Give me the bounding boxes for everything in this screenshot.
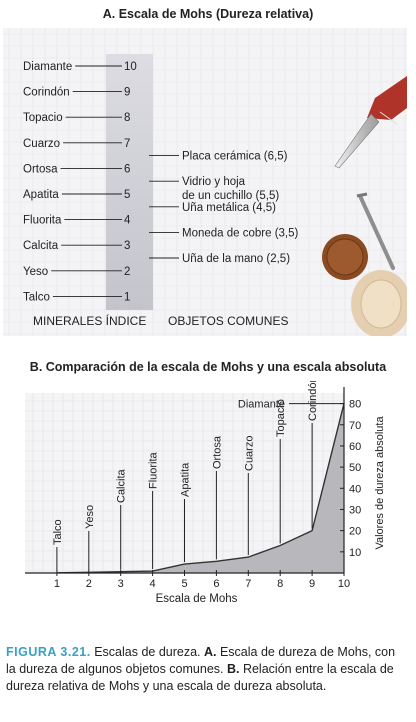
mohs-value-label: 8	[124, 112, 130, 124]
mineral-label: Yeso	[23, 266, 48, 278]
mohs-value-label: 10	[124, 61, 137, 73]
common-object-label-line2: de un cuchillo (5,5)	[182, 190, 279, 202]
mineral-label: Apatita	[23, 189, 59, 201]
y-tick-label: 50	[349, 462, 361, 474]
y-tick-label: 30	[349, 504, 361, 516]
caption-a-marker: A.	[204, 645, 217, 659]
mohs-value-label: 5	[124, 189, 130, 201]
y-tick-label: 40	[349, 483, 361, 495]
mohs-value-label: 9	[124, 87, 130, 99]
hardness-line	[56, 403, 345, 574]
x-tick-label: 10	[338, 578, 350, 590]
y-tick-label: 10	[349, 547, 361, 559]
mohs-value-label: 2	[124, 266, 130, 278]
mohs-value-label: 1	[124, 291, 130, 303]
mineral-label: Calcita	[23, 240, 59, 252]
mineral-label: Cuarzo	[23, 138, 60, 150]
copper-coin-illustration	[322, 234, 368, 280]
common-object-label: Vidrio y hoja	[182, 176, 246, 188]
x-tick-label: 8	[277, 578, 283, 590]
x-axis-label: Escala de Mohs	[156, 593, 238, 605]
mineral-label: Ortosa	[23, 163, 58, 175]
x-tick-label: 5	[181, 578, 187, 590]
common-object-label: Uña de la mano (2,5)	[182, 253, 290, 265]
x-tick-label: 4	[150, 578, 156, 590]
caption-b-marker: B.	[226, 662, 240, 676]
mohs-scale-panel: Diamante 10 Corindón 9 Topacio 8 Cuarzo 7 Ortosa…	[3, 28, 411, 338]
mineral-chart-label: Apatita	[180, 462, 192, 497]
y-tick-label: 20	[349, 526, 361, 538]
figure-caption: FIGURA 3.21. Escalas de dureza. A. Escal…	[6, 644, 406, 695]
hardness-comparison-chart: 1 2 3 4 5 6 7 8 9 10 Escala de Mohs 10 20 30 40 50 60 70 8…	[25, 376, 386, 605]
mineral-label: Corindón	[23, 87, 70, 99]
mineral-chart-label: Calcita	[116, 468, 128, 503]
mineral-label: Talco	[23, 291, 50, 303]
mineral-label: Fluorita	[23, 215, 62, 227]
pocket-knife-illustration	[334, 76, 407, 169]
y-tick-label: 70	[349, 420, 361, 432]
scale-column	[106, 54, 153, 310]
x-tick-label: 7	[245, 578, 251, 590]
mineral-label: Diamante	[23, 61, 72, 73]
panel-a-title: A. Escala de Mohs (Dureza relativa)	[102, 7, 314, 21]
mineral-chart-label: Diamante	[238, 399, 285, 411]
mineral-chart-label: Fluorita	[148, 451, 160, 489]
minerals-footer-label: MINERALES ÍNDICE	[33, 314, 147, 328]
x-tick-label: 3	[118, 578, 124, 590]
mohs-value-label: 7	[124, 138, 130, 150]
objects-footer-label: OBJETOS COMUNES	[168, 314, 289, 328]
mineral-chart-label: Talco	[52, 519, 64, 545]
caption-text-1: Escalas de dureza.	[90, 645, 204, 659]
mineral-label: Topacio	[23, 112, 63, 124]
x-tick-label: 9	[309, 578, 315, 590]
mineral-chart-label: Ortosa	[211, 435, 223, 469]
caption-text-2: Escala de dureza de Mohs, con la dureza …	[6, 645, 396, 676]
mineral-chart-label: Cuarzo	[243, 436, 255, 471]
x-tick-label: 6	[213, 578, 219, 590]
common-object-label: Moneda de cobre (3,5)	[182, 227, 299, 239]
mineral-chart-label: Topacio	[275, 399, 287, 437]
mohs-value-label: 6	[124, 163, 130, 175]
y-tick-label: 80	[349, 399, 361, 411]
panel-b-title: B. Comparación de la escala de Mohs y un…	[29, 360, 387, 374]
mohs-scale-figure: Diamante 10 Corindón 9 Topacio 8 Cuarzo 7 Ortosa…	[3, 28, 411, 338]
metal-nail-illustration	[356, 192, 395, 270]
common-object-label: Placa cerámica (6,5)	[182, 151, 288, 163]
hardness-area	[56, 403, 345, 573]
mineral-chart-label: Corindón	[307, 381, 319, 421]
y-axis-label: Valores de dureza absoluta	[374, 416, 386, 550]
common-object-label: Uña metálica (4,5)	[182, 202, 276, 214]
caption-figure-number: FIGURA 3.21.	[6, 645, 91, 659]
x-tick-label: 1	[54, 578, 60, 590]
caption-text-3: Relación entre la escala de dureza relat…	[6, 662, 394, 693]
hardness-comparison-panel: 1 2 3 4 5 6 7 8 9 10 Escala de Mohs 10 20 30 40 50 60 70 8…	[3, 376, 407, 621]
y-tick-label: 60	[349, 441, 361, 453]
x-tick-label: 2	[86, 578, 92, 590]
mohs-value-label: 3	[124, 240, 130, 252]
fingernail-illustration	[351, 270, 411, 338]
mineral-chart-label: Yeso	[84, 505, 96, 529]
mohs-value-label: 4	[124, 215, 131, 227]
